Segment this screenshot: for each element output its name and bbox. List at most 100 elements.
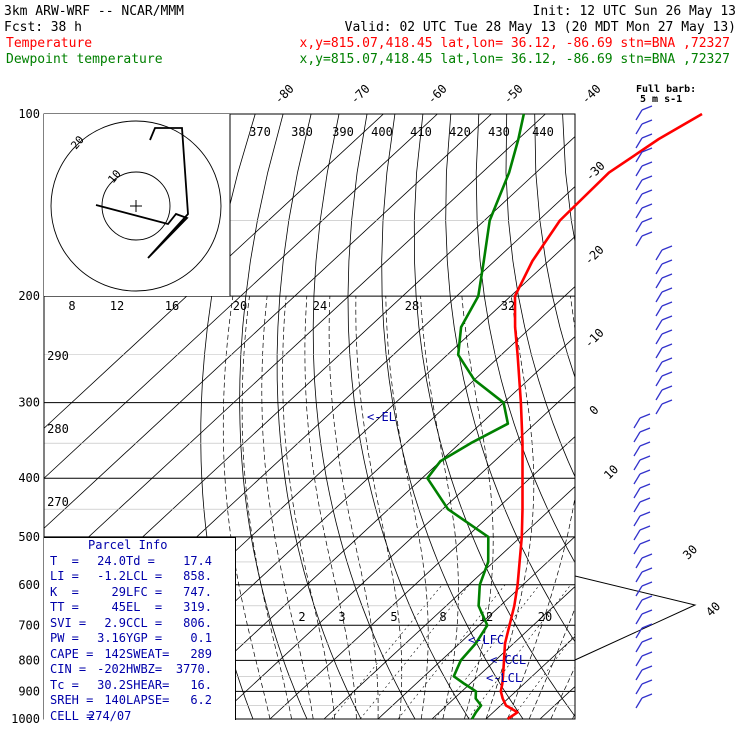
wind-barb-flag [641,175,653,181]
isotherm-label: -50 [501,82,526,107]
wind-barb [633,515,641,527]
mixing-ratio-line [434,584,540,719]
isotherm-line [648,114,740,719]
wind-barb [635,599,643,611]
pressure-label: 900 [18,684,40,698]
temperature-legend: Temperature [6,36,92,51]
el-marker: <-EL [367,410,396,424]
wind-barb-flag [641,133,653,139]
wind-barb [635,137,643,149]
wind-barb-flag [639,483,651,489]
dewpoint-location: x,y=815.07,418.45 lat,lon= 36.12, -86.69… [300,52,730,67]
isotherm-line [44,114,438,479]
dewpoint-legend: Dewpoint temperature [6,52,163,67]
isotherm-label: -70 [348,82,373,107]
parcel-value: 747. [183,584,212,599]
parcel-row: TT = 45 EL = 319. [44,600,235,616]
isotherm-label: -60 [425,82,450,107]
parcel-value: -1.2 [97,569,126,583]
wind-barb [635,221,643,233]
temperature-location: x,y=815.07,418.45 lat,lon= 36.12, -86.69… [300,36,730,51]
wind-barb-flag [641,217,653,223]
isotherm-label: 0 [587,403,602,418]
parcel-value: 319. [183,600,212,614]
wind-barb [635,641,643,653]
pressure-label: 500 [18,530,40,544]
parcel-value: 16. [190,677,212,692]
moist-adiabat [328,296,379,719]
wind-barb-flag [641,623,653,629]
isotherm-line [44,114,384,429]
isotherm-line [431,586,575,719]
wind-barb [655,403,663,415]
parcel-key: PW = [50,631,79,645]
moist-adiabat [550,666,575,719]
dry-adiabat [674,114,740,719]
parcel-key [126,709,172,725]
wind-barb [635,235,643,247]
plot-frame [43,113,576,720]
parcel-key: Td = [126,553,155,568]
pressure-label: 800 [18,653,40,667]
parcel-key: SVI = [50,615,87,630]
wind-barb-flag [641,553,653,559]
wind-barb [633,417,641,429]
speed-label: 24 [313,299,327,313]
mixing-ratio-line [331,584,443,719]
isotherm-line [539,686,575,719]
sounding-curves: <-EL <-LFC <-CCL <-LCL [367,112,703,721]
dry-adiabat [534,114,575,379]
pressure-label: 1000 [11,712,40,726]
wind-barb-flag [641,665,653,671]
parcel-value: 0.1 [190,631,212,645]
plot-frame-extension [574,536,697,719]
parcel-value: 858. [183,569,212,583]
moist-adiabat [355,296,403,719]
wind-barb-flag [661,343,673,349]
moist-adiabat [282,296,336,719]
wind-barb [635,627,643,639]
parcel-row: T = 24.0 Td = 17.4 [44,554,235,570]
wind-barb-flag [661,357,673,363]
moist-adiabat [420,296,459,719]
wind-barb [635,669,643,681]
wind-barb-flag [661,301,673,307]
parcel-key: CIN = [50,662,87,676]
parcel-key: T = [50,553,79,568]
model-title: 3km ARW-WRF -- NCAR/MMM [4,4,184,19]
parcel-value: 140 [104,693,126,707]
wind-barb [635,571,643,583]
fcst-value: 38 h [51,20,82,35]
wind-barb-flag [639,455,651,461]
parcel-key: HWBZ= [126,662,163,676]
speed-label: 16 [165,299,179,313]
barb-unit-label: 5 m s-1 [640,94,682,105]
parcel-row: CIN = -202 HWBZ= 3770. [44,662,235,678]
moist-adiabat [528,607,575,719]
wind-barb [633,445,641,457]
parcel-key: SWEAT= [126,646,170,661]
isotherm-label: 30 [680,542,700,562]
isotherm-line [44,114,492,529]
wind-barb [635,207,643,219]
moist-adiabat [304,296,357,719]
parcel-key: CAPE = [50,646,94,661]
speed-label: 28 [405,299,419,313]
parcel-key: LCL = [126,569,163,583]
header: 3km ARW-WRF -- NCAR/MMM Init: 12 UTC Sun… [4,4,737,67]
wind-barb-flag [661,329,673,335]
wind-barb [655,263,663,275]
wind-barb [633,543,641,555]
parcel-key: K = [50,584,79,599]
wind-barb-flag [641,609,653,615]
isotherm-line [377,536,575,719]
theta-label: 370 [249,125,271,139]
full-barb-label: Full barb: [636,84,696,95]
theta-label: 390 [332,125,354,139]
wind-barb [635,557,643,569]
init-time: Init: 12 UTC Sun 26 May 13 [533,4,737,19]
wind-barb [635,683,643,695]
parcel-value: 24.0 [97,553,126,568]
wind-barb-flag [661,259,673,265]
dry-adiabat [730,114,740,719]
